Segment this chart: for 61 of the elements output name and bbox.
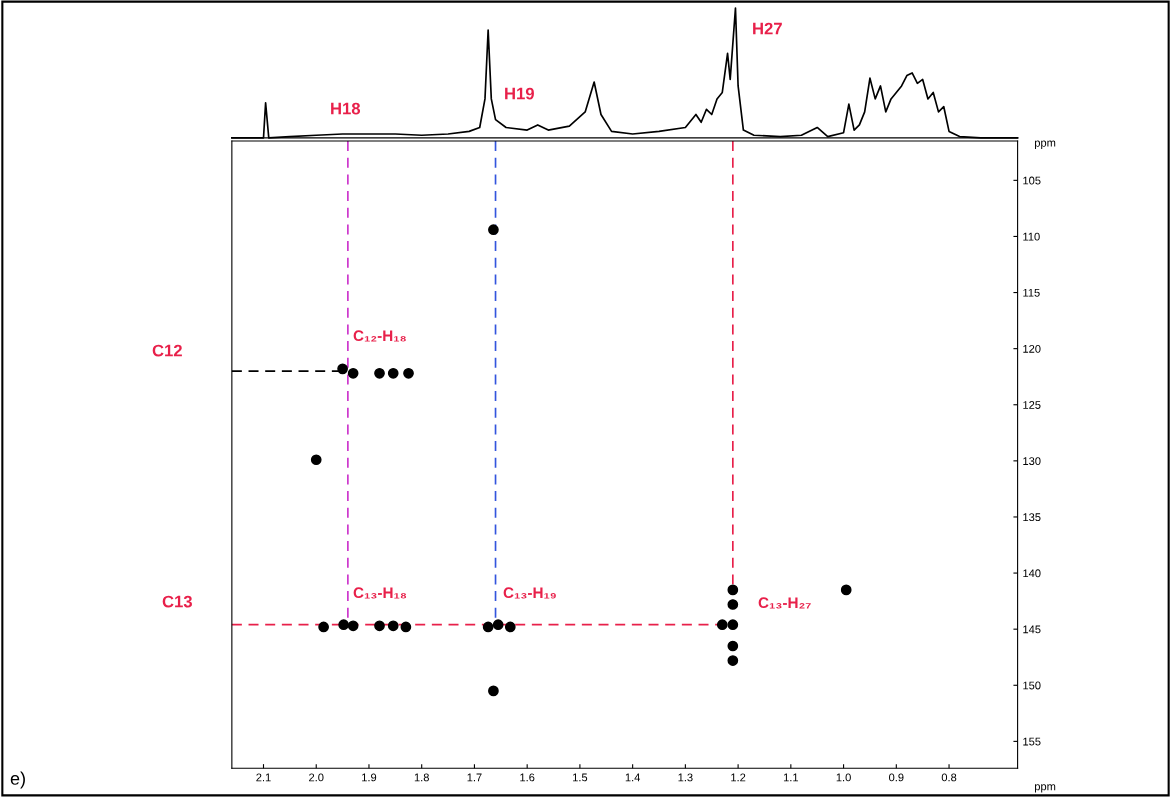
x-tick-label: 0.8: [941, 773, 957, 782]
point: [488, 224, 499, 236]
text: e): [10, 771, 25, 789]
x-tick-label: 1.2: [731, 773, 746, 782]
annotation: H19: [505, 87, 534, 100]
point: [347, 367, 359, 379]
x-tick-label: 2.0: [309, 773, 324, 782]
y-tick-label: 110: [1023, 232, 1040, 241]
point: [840, 584, 852, 596]
x-tick-label: 1.4: [625, 773, 641, 782]
y-tick-label: 145: [1023, 625, 1041, 634]
annotation: C₁₂-H₁₈: [353, 330, 406, 342]
x-tick-label: 1.8: [414, 773, 429, 782]
point: [400, 621, 412, 633]
x-tick-label: 1.9: [362, 773, 377, 782]
point: [403, 367, 414, 379]
y-tick-label: 135: [1023, 513, 1041, 522]
point: [347, 620, 359, 632]
point: [387, 367, 399, 379]
point: [727, 640, 739, 652]
point: [310, 454, 322, 466]
point: [727, 655, 739, 666]
y-tick-label: 120: [1023, 344, 1041, 353]
point: [727, 599, 739, 610]
y-tick-label: 140: [1023, 569, 1041, 578]
y-tick-label: 125: [1023, 401, 1041, 409]
y-tick-label: 150: [1023, 681, 1041, 690]
y-tick-label: 155: [1023, 737, 1041, 746]
y-tick-label: 115: [1023, 288, 1040, 297]
annotation: C₁₃-H₁₈: [353, 587, 407, 599]
x-axis-title: ppm: [1035, 140, 1056, 149]
x-tick-label: 1.6: [520, 773, 535, 782]
point: [488, 685, 499, 697]
x-tick-label: 1.7: [467, 773, 482, 782]
x-axis-title: ppm: [1035, 784, 1056, 793]
annotation: H18: [331, 102, 361, 115]
point: [318, 621, 329, 633]
annotation: C₁₃-H₁₉: [503, 587, 556, 599]
point: [727, 619, 739, 631]
text: C13: [162, 595, 192, 608]
point: [374, 367, 385, 379]
point: [387, 620, 399, 632]
x-tick-label: 1.3: [678, 773, 693, 782]
annotation: C₁₃-H₂₇: [758, 597, 811, 609]
y-tick-label: 130: [1023, 457, 1041, 465]
point: [504, 621, 516, 633]
point: [492, 619, 504, 631]
x-tick-label: 1.5: [573, 773, 588, 782]
x-tick-label: 1.0: [836, 773, 851, 782]
annotation: H27: [753, 22, 782, 35]
point: [337, 363, 348, 375]
x-tick-label: 2.1: [256, 773, 271, 782]
point: [338, 619, 350, 631]
text: C12: [152, 344, 182, 357]
point: [482, 621, 494, 633]
point: [374, 620, 385, 632]
x-tick-label: 1.1: [783, 773, 799, 782]
point: [716, 619, 728, 631]
x-tick-label: 0.9: [889, 773, 904, 782]
y-tick-label: 105: [1023, 176, 1041, 185]
point: [727, 584, 739, 596]
